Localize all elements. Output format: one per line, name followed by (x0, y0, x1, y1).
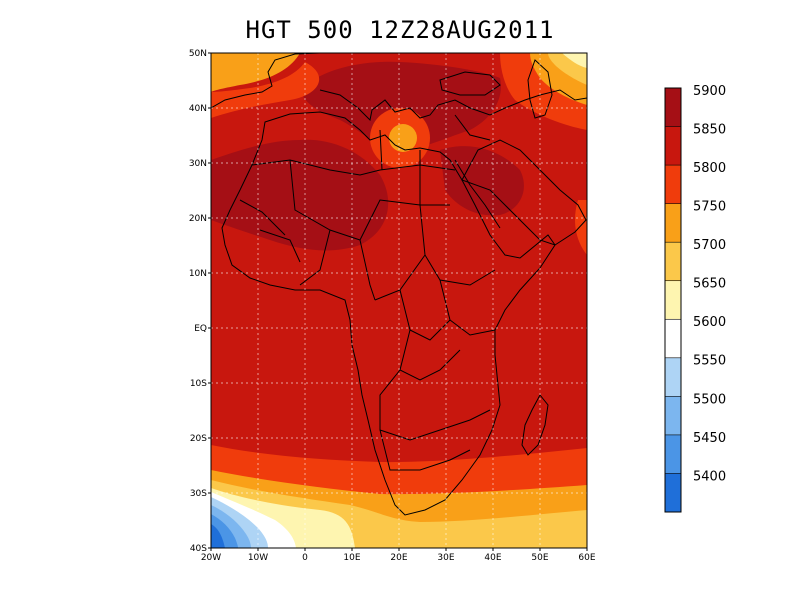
colorbar-segment (665, 357, 681, 397)
caspian-coastline (527, 59, 553, 119)
colorbar-segment (665, 88, 681, 127)
lat-tick-label: EQ (194, 324, 207, 334)
lon-tick-label: 20E (390, 553, 407, 563)
colorbar-segment (665, 434, 681, 474)
field-east-band (575, 200, 587, 255)
lon-tick-label: 10W (248, 553, 268, 563)
field-core-north (211, 139, 389, 251)
colorbar-segment (665, 126, 681, 166)
lon-tick-label: 30E (437, 553, 454, 563)
colorbar: 5900 5850 5800 5750 5700 5650 5600 5550 5500 5450… (664, 84, 726, 513)
coastlines (211, 53, 587, 516)
colorbar-segment (665, 203, 681, 243)
field-core-arabia (440, 146, 524, 216)
colorbar-segment (665, 165, 681, 204)
colorbar-label: 5650 (693, 277, 726, 292)
lat-tick-label: 30S (190, 489, 207, 499)
lat-tick-label: 20S (190, 434, 207, 444)
lat-tick-label: 30N (189, 159, 207, 169)
colorbar-frame (664, 87, 682, 513)
lat-tick-label: 20N (189, 214, 207, 224)
colorbar-segment (665, 319, 681, 358)
europe-coastline (211, 53, 587, 122)
red-sea-coastline (454, 159, 501, 229)
colorbar-label: 5450 (693, 431, 726, 446)
africa-coastline (221, 111, 556, 516)
longitude-axis: 20W 10W 0 10E 20E 30E 40E 50E 60E (201, 548, 596, 563)
lon-tick-label: 40E (484, 553, 501, 563)
colorbar-label: 5400 (693, 469, 726, 484)
field-ne-band4 (562, 53, 587, 68)
lon-tick-label: 50E (531, 553, 548, 563)
lat-tick-label: 10S (190, 379, 207, 389)
lat-tick-label: 50N (189, 49, 207, 59)
colorbar-label: 5500 (693, 392, 726, 407)
colorbar-label: 5900 (693, 84, 726, 99)
lat-tick-label: 40N (189, 104, 207, 114)
map-title: HGT 500 12Z28AUG2011 (245, 16, 555, 44)
lon-tick-label: 60E (578, 553, 595, 563)
colorbar-segment (665, 473, 681, 512)
colorbar-segment (665, 396, 681, 435)
latitude-axis: 50N 40N 30N 20N 10N EQ 10S 20S 30S 40S (189, 49, 211, 554)
lat-tick-label: 10N (189, 269, 207, 279)
height-field (211, 53, 587, 548)
colorbar-segment (665, 280, 681, 320)
colorbar-label: 5850 (693, 122, 726, 137)
black-sea-coastline (439, 71, 501, 96)
field-nw-band2 (211, 53, 300, 92)
colorbar-label: 5550 (693, 354, 726, 369)
field-south-blue4 (211, 524, 225, 548)
country-borders (239, 114, 496, 471)
colorbar-label: 5750 (693, 200, 726, 215)
field-core-med (300, 61, 501, 150)
field-low-ring2 (389, 124, 417, 152)
lon-tick-label: 10E (343, 553, 360, 563)
arabia-coastline (461, 139, 587, 246)
madagascar-coastline (521, 394, 549, 456)
colorbar-label: 5800 (693, 161, 726, 176)
colorbar-label: 5600 (693, 315, 726, 330)
lon-tick-label: 0 (302, 553, 308, 563)
lon-tick-label: 20W (201, 553, 221, 563)
colorbar-segment (665, 242, 681, 281)
lat-tick-label: 40S (190, 544, 207, 554)
colorbar-label: 5700 (693, 238, 726, 253)
